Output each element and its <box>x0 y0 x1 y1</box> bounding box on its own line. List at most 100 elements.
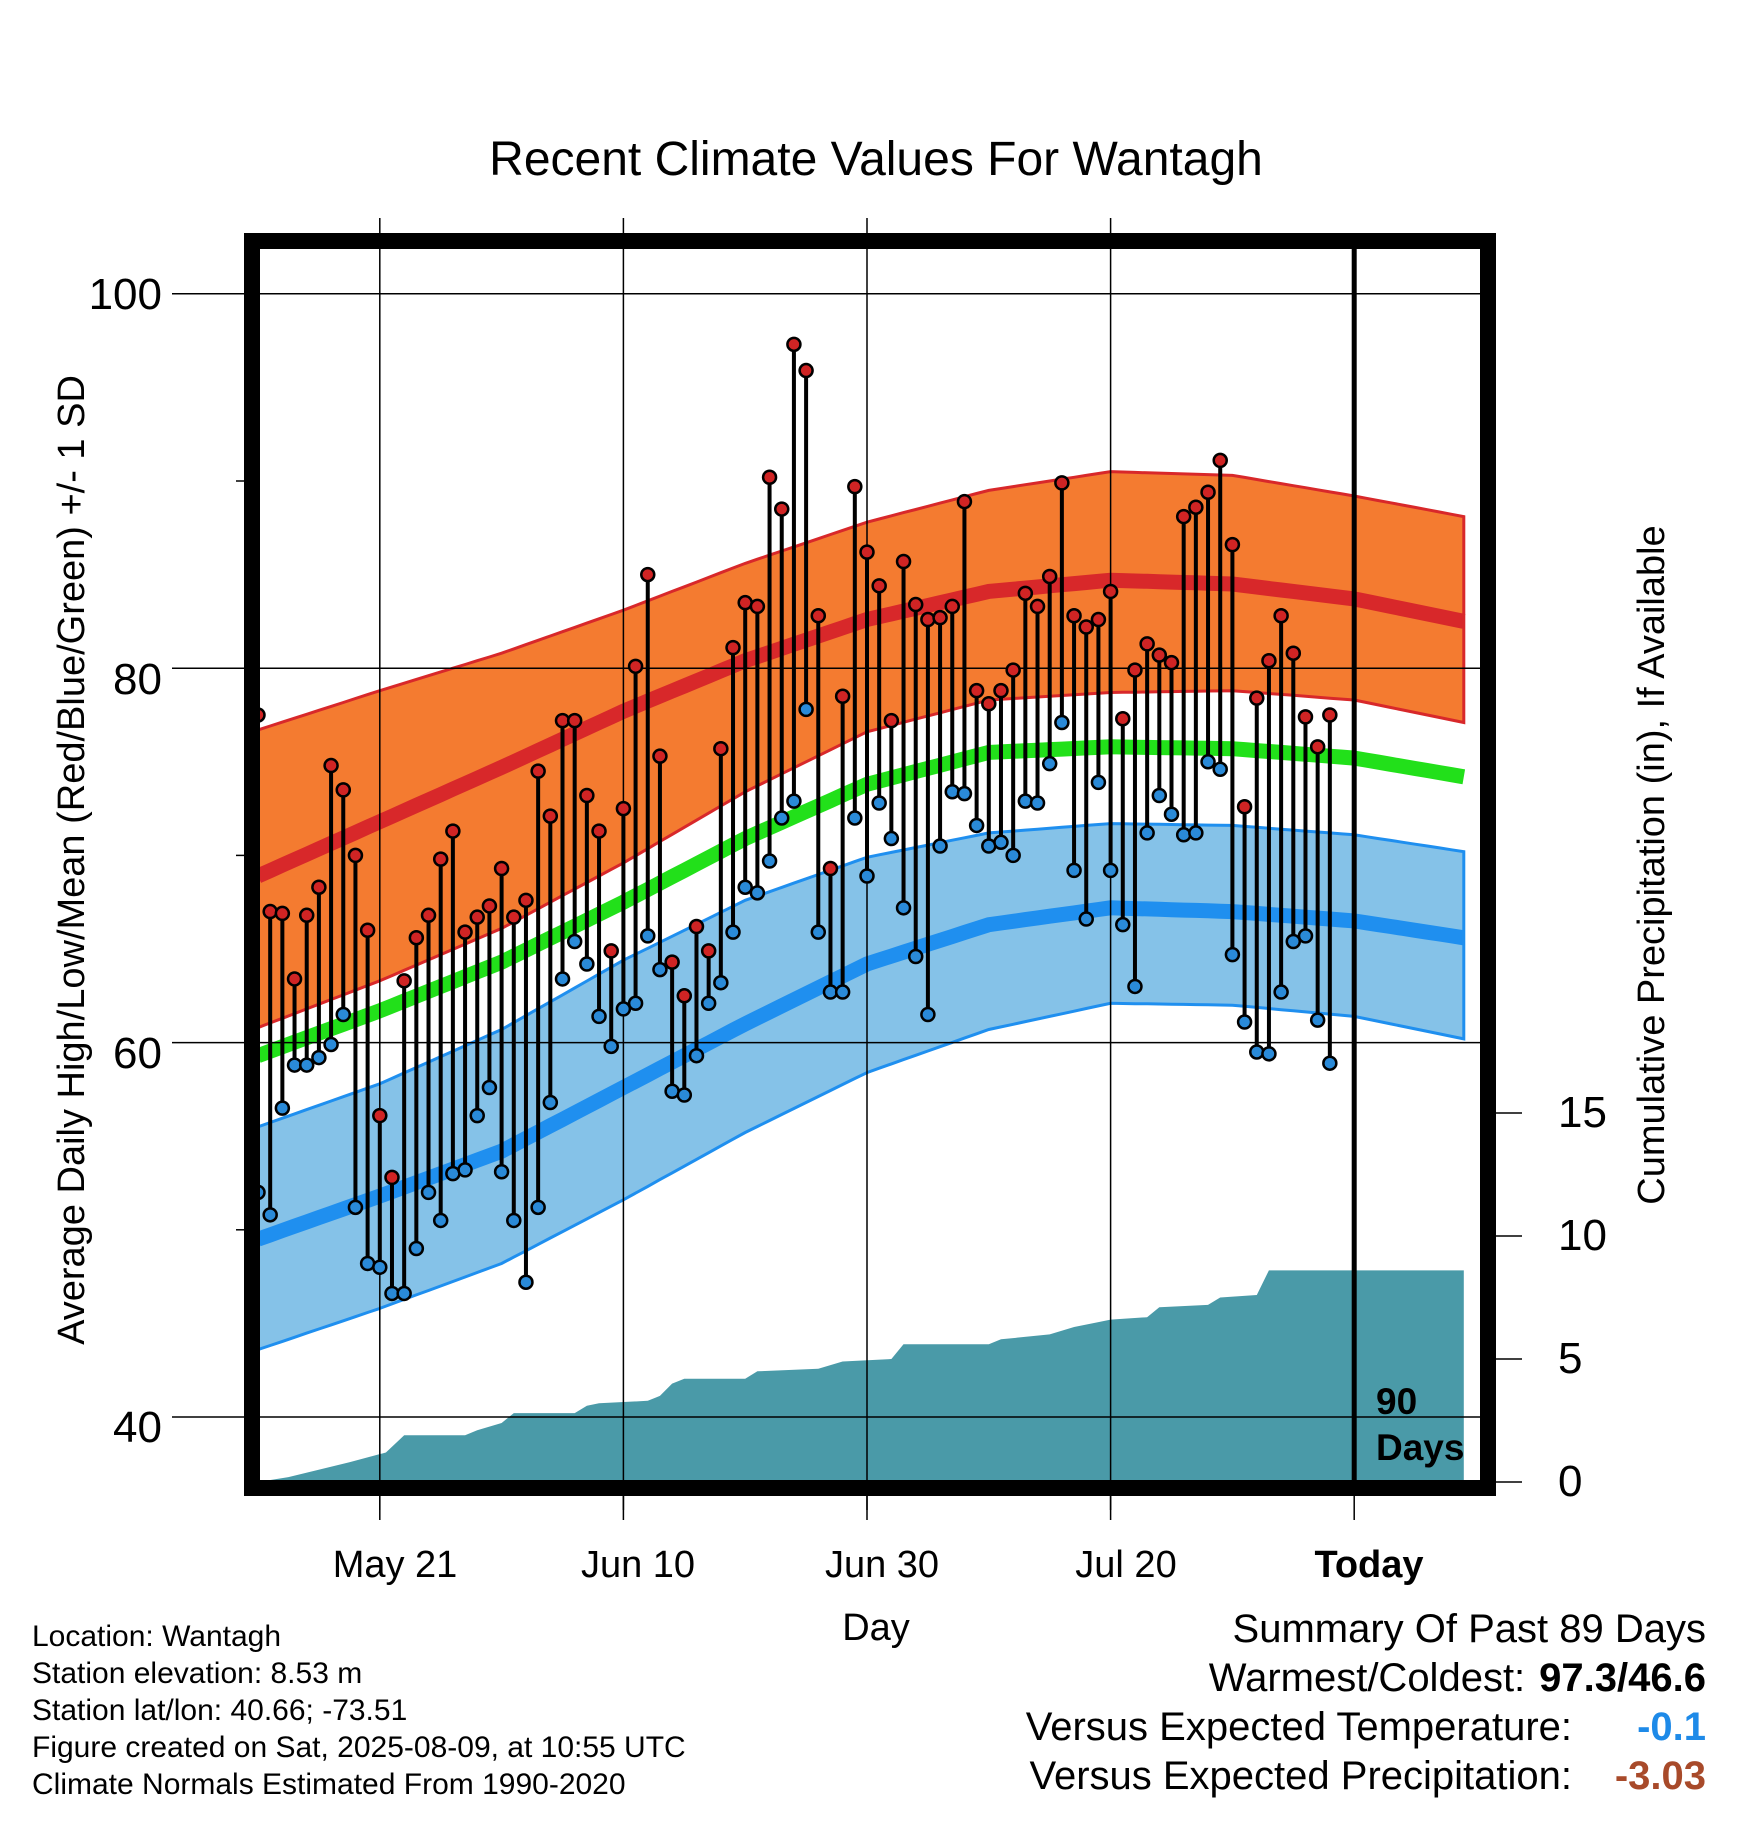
daily-high-point <box>1078 619 1094 635</box>
daily-high-point <box>420 907 437 924</box>
summary-precip-value: -3.03 <box>1614 1754 1706 1798</box>
y-left-tick-label-40: 40 <box>113 1403 162 1452</box>
daily-low-point <box>591 1008 607 1025</box>
daily-high-point <box>432 851 449 867</box>
daily-high-point <box>396 973 412 989</box>
daily-low-point <box>408 1240 425 1257</box>
y-right-tick-label-15: 15 <box>1558 1088 1607 1137</box>
daily-low-point <box>713 974 729 991</box>
daily-high-point <box>1054 475 1070 491</box>
daily-low-point <box>773 810 790 826</box>
daily-high-point <box>1041 568 1058 585</box>
daily-high-point <box>932 609 948 626</box>
daily-high-point <box>615 800 632 817</box>
high-sd-band <box>258 470 1466 1030</box>
summary-heading: Summary Of Past 89 Days <box>1232 1607 1706 1651</box>
daily-low-point <box>1297 928 1314 944</box>
daily-high-point <box>359 922 376 939</box>
daily-low-point <box>335 1006 352 1023</box>
daily-low-point <box>493 1164 510 1180</box>
plot-clipped-group <box>258 470 1466 1482</box>
daily-high-point <box>1163 654 1180 671</box>
daily-dots <box>250 336 1338 1302</box>
summary-temp-label: Versus Expected Temperature: <box>1025 1705 1572 1749</box>
x-tick-label-may21: May 21 <box>333 1544 458 1586</box>
daily-high-point <box>542 808 559 824</box>
daily-low-point <box>566 933 583 950</box>
low-sd-band <box>258 822 1466 1352</box>
info-normals: Climate Normals Estimated From 1990-2020 <box>32 1768 626 1801</box>
daily-low-point <box>432 1212 449 1229</box>
daily-high-point <box>1127 662 1143 678</box>
daily-high-point <box>591 823 607 839</box>
daily-low-point <box>1224 946 1241 963</box>
daily-high-point <box>847 478 863 495</box>
daily-high-point <box>274 905 291 922</box>
daily-low-point <box>871 795 887 811</box>
summary-panel: Summary Of Past 89 Days Warmest/Coldest:… <box>1026 1605 1706 1801</box>
daily-low-point <box>1041 755 1058 772</box>
daily-low-point <box>554 971 571 987</box>
daily-high-point <box>1273 608 1289 624</box>
daily-low-point <box>1200 754 1216 770</box>
daily-low-point <box>579 956 595 972</box>
daily-low-point <box>457 1162 473 1178</box>
daily-high-point <box>725 639 741 656</box>
daily-low-point <box>798 701 814 718</box>
summary-warm-cold-label: Warmest/Coldest: <box>1208 1656 1526 1700</box>
daily-high-point <box>323 757 339 774</box>
daily-low-point <box>944 784 961 800</box>
daily-high-point <box>871 578 887 594</box>
daily-low-point <box>1236 1014 1253 1030</box>
daily-low-point <box>688 1047 705 1064</box>
daily-high-point <box>1102 583 1119 600</box>
high-normal-line <box>258 572 1466 883</box>
info-latlon: Station lat/lon: 40.66; -73.51 <box>32 1694 408 1727</box>
daily-high-point <box>469 909 485 925</box>
summary-precip-row: Versus Expected Precipitation: -3.03 <box>1026 1752 1706 1801</box>
daily-low-point <box>1078 911 1094 927</box>
daily-high-point <box>1285 645 1302 661</box>
daily-high-point <box>286 971 303 987</box>
x-tick-label-jun30: Jun 30 <box>825 1544 939 1586</box>
daily-low-point <box>420 1184 437 1201</box>
daily-low-point <box>518 1274 534 1290</box>
daily-high-point <box>335 782 352 798</box>
daily-low-point <box>469 1107 485 1124</box>
daily-low-point <box>1151 787 1168 804</box>
daily-low-point <box>615 1001 632 1017</box>
y-left-tick-label-60: 60 <box>113 1029 162 1078</box>
station-info: Location: Wantagh Station elevation: 8.5… <box>32 1618 686 1803</box>
daily-high-point <box>956 493 973 510</box>
daily-stems <box>256 344 1332 1294</box>
info-elevation: Station elevation: 8.53 m <box>32 1657 363 1690</box>
daily-high-point <box>944 598 961 615</box>
daily-low-point <box>481 1079 498 1096</box>
daily-high-point <box>1322 707 1338 723</box>
daily-low-point <box>810 924 827 940</box>
daily-high-point <box>603 943 619 959</box>
daily-high-point <box>530 763 546 779</box>
daily-high-point <box>700 943 717 959</box>
daily-low-point <box>1261 1046 1277 1062</box>
daily-low-point <box>640 928 656 944</box>
daily-low-point <box>262 1207 278 1223</box>
daily-high-point <box>1212 452 1228 469</box>
daily-high-point <box>786 336 802 353</box>
y-right-tick-label-0: 0 <box>1558 1457 1582 1506</box>
daily-high-point <box>1066 608 1082 624</box>
daily-low-point <box>1273 984 1289 1000</box>
x-tick-label-today: Today <box>1314 1544 1423 1586</box>
daily-low-point <box>1322 1055 1338 1071</box>
daily-high-point <box>1139 636 1155 652</box>
daily-high-point <box>920 611 936 628</box>
daily-low-point <box>920 1006 936 1023</box>
daily-low-point <box>968 817 985 834</box>
daily-low-point <box>298 1057 315 1073</box>
chart-title: Recent Climate Values For Wantagh <box>489 133 1263 186</box>
daily-high-point <box>1175 508 1192 525</box>
daily-high-point <box>859 544 875 560</box>
daily-high-point <box>445 823 461 839</box>
daily-low-point <box>1212 761 1228 778</box>
daily-high-point <box>1236 798 1253 815</box>
